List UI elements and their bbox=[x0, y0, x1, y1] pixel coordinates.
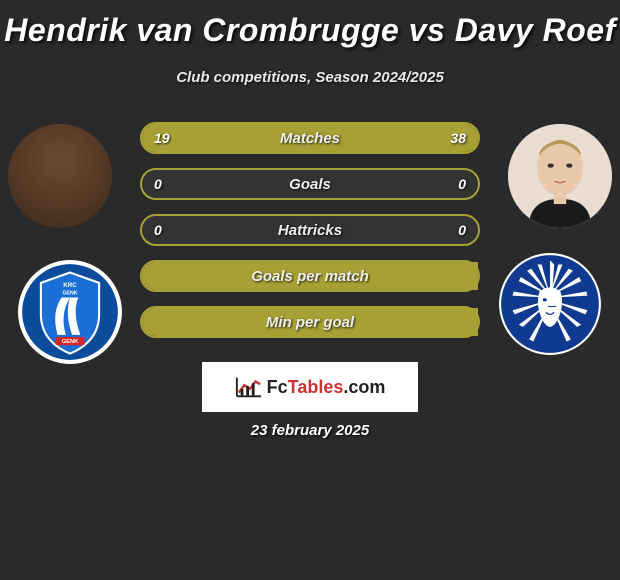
brand-text-tables: Tables bbox=[288, 377, 344, 397]
player-left-avatar bbox=[8, 124, 112, 228]
stat-row: Min per goal bbox=[140, 306, 480, 338]
stat-row: 00Goals bbox=[140, 168, 480, 200]
stat-row: 00Hattricks bbox=[140, 214, 480, 246]
stat-row: 1938Matches bbox=[140, 122, 480, 154]
svg-text:KRC: KRC bbox=[63, 282, 77, 289]
stat-label: Goals bbox=[142, 170, 478, 198]
brand-box: FcTables.com bbox=[202, 362, 418, 412]
club-right-logo bbox=[498, 252, 602, 356]
brand-chart-icon bbox=[235, 375, 263, 399]
stat-label: Hattricks bbox=[142, 216, 478, 244]
svg-text:GENK: GENK bbox=[62, 339, 79, 345]
page-subtitle: Club competitions, Season 2024/2025 bbox=[0, 69, 620, 86]
svg-text:GENK: GENK bbox=[63, 290, 78, 296]
stat-label: Min per goal bbox=[142, 308, 478, 336]
page-title: Hendrik van Crombrugge vs Davy Roef bbox=[0, 0, 620, 49]
stat-label: Matches bbox=[142, 124, 478, 152]
stats-bars: 1938Matches 00Goals 00Hattricks Goals per m… bbox=[140, 122, 480, 352]
brand-text-fc: Fc bbox=[267, 377, 288, 397]
stat-label: Goals per match bbox=[142, 262, 478, 290]
club-left-logo: KRC GENK GENK bbox=[18, 260, 122, 364]
player-right-avatar bbox=[508, 124, 612, 228]
date-label: 23 february 2025 bbox=[0, 422, 620, 439]
brand-text-dotcom: .com bbox=[343, 377, 385, 397]
stat-row: Goals per match bbox=[140, 260, 480, 292]
